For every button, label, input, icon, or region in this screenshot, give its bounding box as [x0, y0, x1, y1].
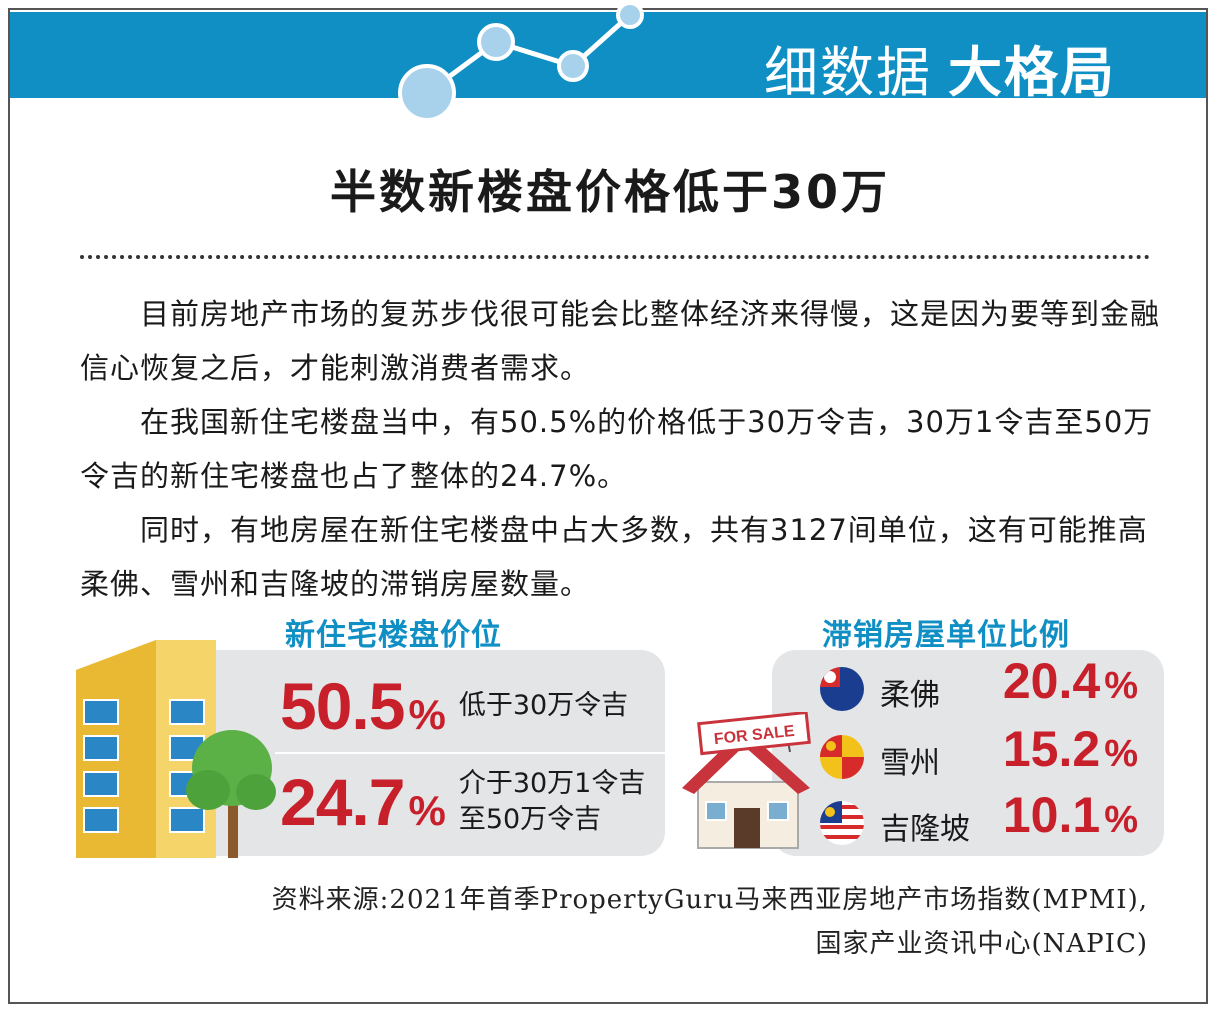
unsold-panel: 柔佛 20.4% 雪州 15.2% 吉隆坡 10.1%: [772, 650, 1164, 856]
dotted-divider: [80, 255, 1150, 259]
source-line-2: 国家产业资讯中心(NAPIC): [815, 929, 1148, 959]
price-panel: 50.5% 低于30万令吉 24.7% 介于30万1令吉 至50万令吉: [160, 650, 665, 856]
price-value-2: 24.7%: [280, 765, 446, 839]
kuala-lumpur-flag-icon: [820, 801, 864, 845]
header-title-part1: 细数据: [764, 41, 932, 104]
price-desc-1: 低于30万令吉: [458, 690, 629, 721]
unsold-row-johor: 柔佛 20.4%: [772, 653, 1164, 726]
source-line-1: 资料来源:2021年首季PropertyGuru马来西亚房地产市场指数(MPMI…: [271, 885, 1148, 915]
infographic-frame: [8, 8, 1208, 1004]
paragraph-2: 在我国新住宅楼盘当中，有50.5%的价格低于30万令吉，30万1令吉至50万令吉…: [80, 405, 1154, 493]
header-bar: 细数据 大格局: [10, 12, 1206, 104]
state-label-johor: 柔佛: [880, 678, 940, 713]
source-note: 资料来源:2021年首季PropertyGuru马来西亚房地产市场指数(MPMI…: [272, 878, 1148, 966]
unsold-value-selangor: 15.2%: [1002, 721, 1138, 777]
price-value-1: 50.5%: [280, 669, 446, 743]
headline: 半数新楼盘价格低于30万: [329, 165, 890, 219]
paragraph-1: 目前房地产市场的复苏步伐很可能会比整体经济来得慢，这是因为要等到金融信心恢复之后…: [80, 297, 1161, 385]
building-tree-illustration-icon: [76, 640, 276, 858]
header-title-part2: 大格局: [948, 41, 1116, 104]
unsold-panel-title: 滞销房屋单位比例: [822, 618, 1070, 653]
price-panel-title: 新住宅楼盘价位: [285, 618, 502, 653]
header-title: 细数据 大格局: [764, 28, 1116, 107]
state-label-kl: 吉隆坡: [880, 812, 970, 847]
for-sale-house-icon: FOR SALE: [682, 712, 811, 849]
unsold-row-kl: 吉隆坡 10.1%: [772, 787, 1164, 860]
price-desc-2: 介于30万1令吉 至50万令吉: [458, 768, 646, 835]
unsold-row-selangor: 雪州 15.2%: [772, 721, 1164, 794]
state-label-selangor: 雪州: [880, 746, 940, 781]
unsold-value-kl: 10.1%: [1002, 787, 1138, 843]
price-row-1: 50.5% 低于30万令吉: [280, 662, 628, 750]
line-chart-decoration-icon: [398, 1, 644, 122]
unsold-value-johor: 20.4%: [1002, 653, 1138, 709]
johor-flag-icon: [820, 667, 864, 711]
price-row-2: 24.7% 介于30万1令吉 至50万令吉: [280, 758, 645, 846]
panel-divider: [275, 752, 665, 754]
paragraph-3: 同时，有地房屋在新住宅楼盘中占大多数，共有3127间单位，这有可能推高柔佛、雪州…: [80, 513, 1148, 601]
